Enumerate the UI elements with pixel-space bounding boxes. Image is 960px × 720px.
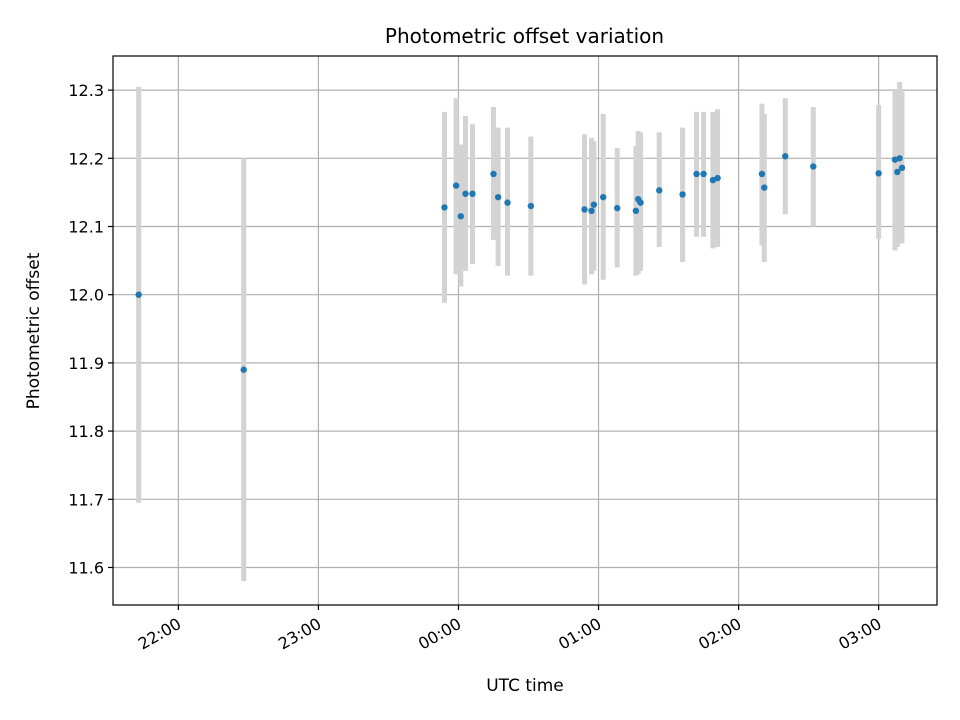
y-tick-label: 11.7: [68, 490, 104, 509]
data-point: [614, 204, 621, 212]
y-axis-label: Photometric offset: [24, 252, 44, 409]
data-point: [135, 291, 142, 298]
x-axis-label: UTC time: [486, 676, 564, 696]
y-tick-label: 12.1: [68, 217, 104, 236]
data-point: [457, 213, 465, 220]
data-point: [894, 168, 901, 176]
data-point: [590, 201, 598, 208]
y-tick-label: 11.8: [68, 422, 104, 441]
data-points: [135, 153, 906, 373]
data-point: [810, 163, 817, 170]
data-point: [700, 170, 707, 178]
data-point: [527, 202, 535, 210]
data-point: [462, 190, 469, 197]
data-point: [599, 193, 607, 201]
data-point: [632, 207, 640, 215]
data-point: [637, 199, 644, 206]
data-point: [782, 153, 789, 160]
data-point: [896, 155, 903, 162]
data-point: [581, 206, 588, 213]
data-point: [240, 366, 247, 373]
chart-title: Photometric offset variation: [385, 24, 664, 48]
y-tick-label: 12.0: [68, 286, 104, 305]
y-axis: 11.6 11.7 11.8 11.9 12.0 12.1 12.2 12.3: [68, 81, 113, 577]
data-point: [679, 191, 686, 198]
plot-frame: [112, 55, 938, 606]
data-point: [588, 207, 595, 215]
y-tick-label: 11.6: [68, 558, 104, 577]
data-point: [714, 174, 721, 182]
y-tick-label: 12.3: [68, 81, 104, 100]
data-point: [490, 170, 497, 178]
data-point: [469, 190, 476, 197]
data-point: [693, 170, 700, 178]
data-point: [656, 187, 663, 194]
data-point: [441, 204, 448, 211]
data-point: [898, 164, 906, 172]
data-point: [452, 182, 460, 189]
data-point: [758, 170, 766, 178]
y-tick-label: 12.2: [68, 149, 104, 168]
data-point: [875, 170, 882, 177]
data-point: [504, 199, 511, 206]
data-point: [494, 193, 502, 201]
data-point: [761, 184, 768, 191]
y-tick-label: 11.9: [68, 354, 104, 373]
